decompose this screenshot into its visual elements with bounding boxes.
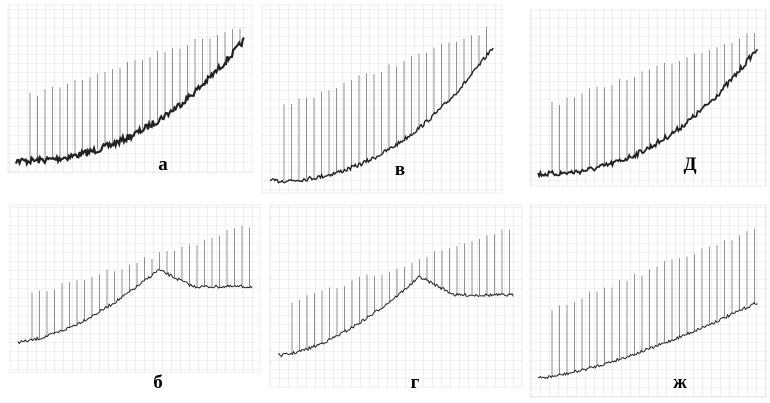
spikes [29, 28, 241, 161]
spikes [551, 33, 755, 174]
panel: ж [529, 204, 767, 398]
trace [537, 48, 759, 179]
panel: г [269, 204, 523, 393]
spikes [283, 27, 487, 181]
spikes [291, 229, 510, 354]
trace [537, 301, 758, 380]
panel: б [9, 204, 261, 393]
spikes [551, 228, 755, 377]
panel: в [261, 4, 503, 194]
graph-paper [7, 4, 253, 174]
trace [278, 275, 514, 358]
graph-paper [261, 4, 503, 194]
trace [17, 269, 253, 345]
panel-label: г [411, 372, 420, 393]
trace [14, 37, 245, 167]
panel-label: Д [683, 154, 696, 175]
panel-label: ж [673, 372, 687, 393]
panel: а [7, 4, 253, 175]
graph-paper [529, 204, 767, 398]
graph-paper [529, 9, 767, 187]
panel-label: б [153, 372, 163, 393]
trace [269, 47, 494, 184]
panel-label: в [395, 159, 405, 180]
spikes [31, 226, 250, 341]
panel: Д [529, 9, 767, 187]
panel-label: а [158, 154, 168, 175]
